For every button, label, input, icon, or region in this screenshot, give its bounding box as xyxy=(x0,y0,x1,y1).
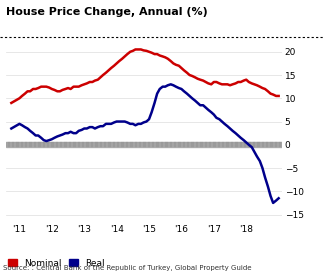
Bar xyxy=(6,142,282,147)
Legend: Nominal, Real: Nominal, Real xyxy=(8,259,105,268)
Text: House Price Change, Annual (%): House Price Change, Annual (%) xyxy=(6,7,208,17)
Text: Source: : Central Bank of the Republic of Turkey, Global Property Guide: Source: : Central Bank of the Republic o… xyxy=(3,265,252,271)
